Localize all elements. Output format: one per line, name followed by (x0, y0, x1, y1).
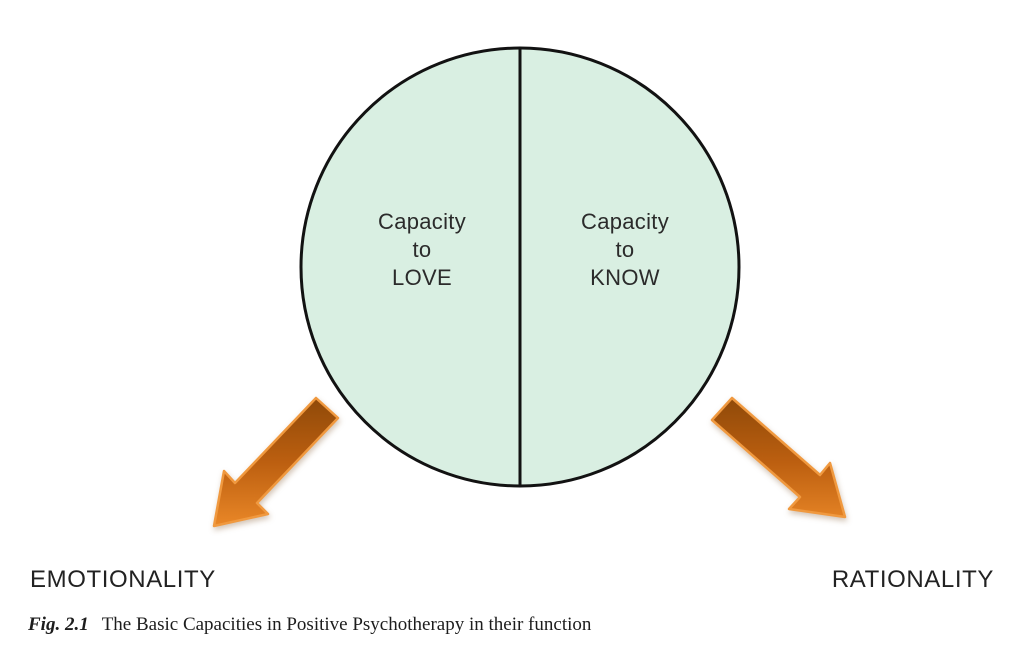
capacity-to-know-line1: Capacity (581, 209, 669, 234)
arrow-right-rationality (710, 396, 847, 519)
emotionality-label: EMOTIONALITY (30, 566, 216, 593)
capacity-to-love-label: Capacity to LOVE (330, 208, 514, 292)
capacity-to-love-line3: LOVE (392, 265, 452, 290)
arrow-left-emotionality (212, 396, 340, 528)
figure-caption-text: The Basic Capacities in Positive Psychot… (101, 614, 592, 635)
figure-caption: Fig. 2.1 The Basic Capacities in Positive… (28, 614, 591, 636)
capacity-to-know-line2: to (615, 237, 635, 262)
capacity-to-love-line1: Capacity (378, 209, 466, 234)
capacity-to-love-line2: to (412, 237, 432, 262)
figure-caption-number: Fig. 2.1 (28, 614, 89, 635)
capacity-to-know-label: Capacity to KNOW (533, 208, 717, 292)
rationality-label: RATIONALITY (831, 566, 994, 593)
capacity-to-know-line3: KNOW (590, 265, 660, 290)
